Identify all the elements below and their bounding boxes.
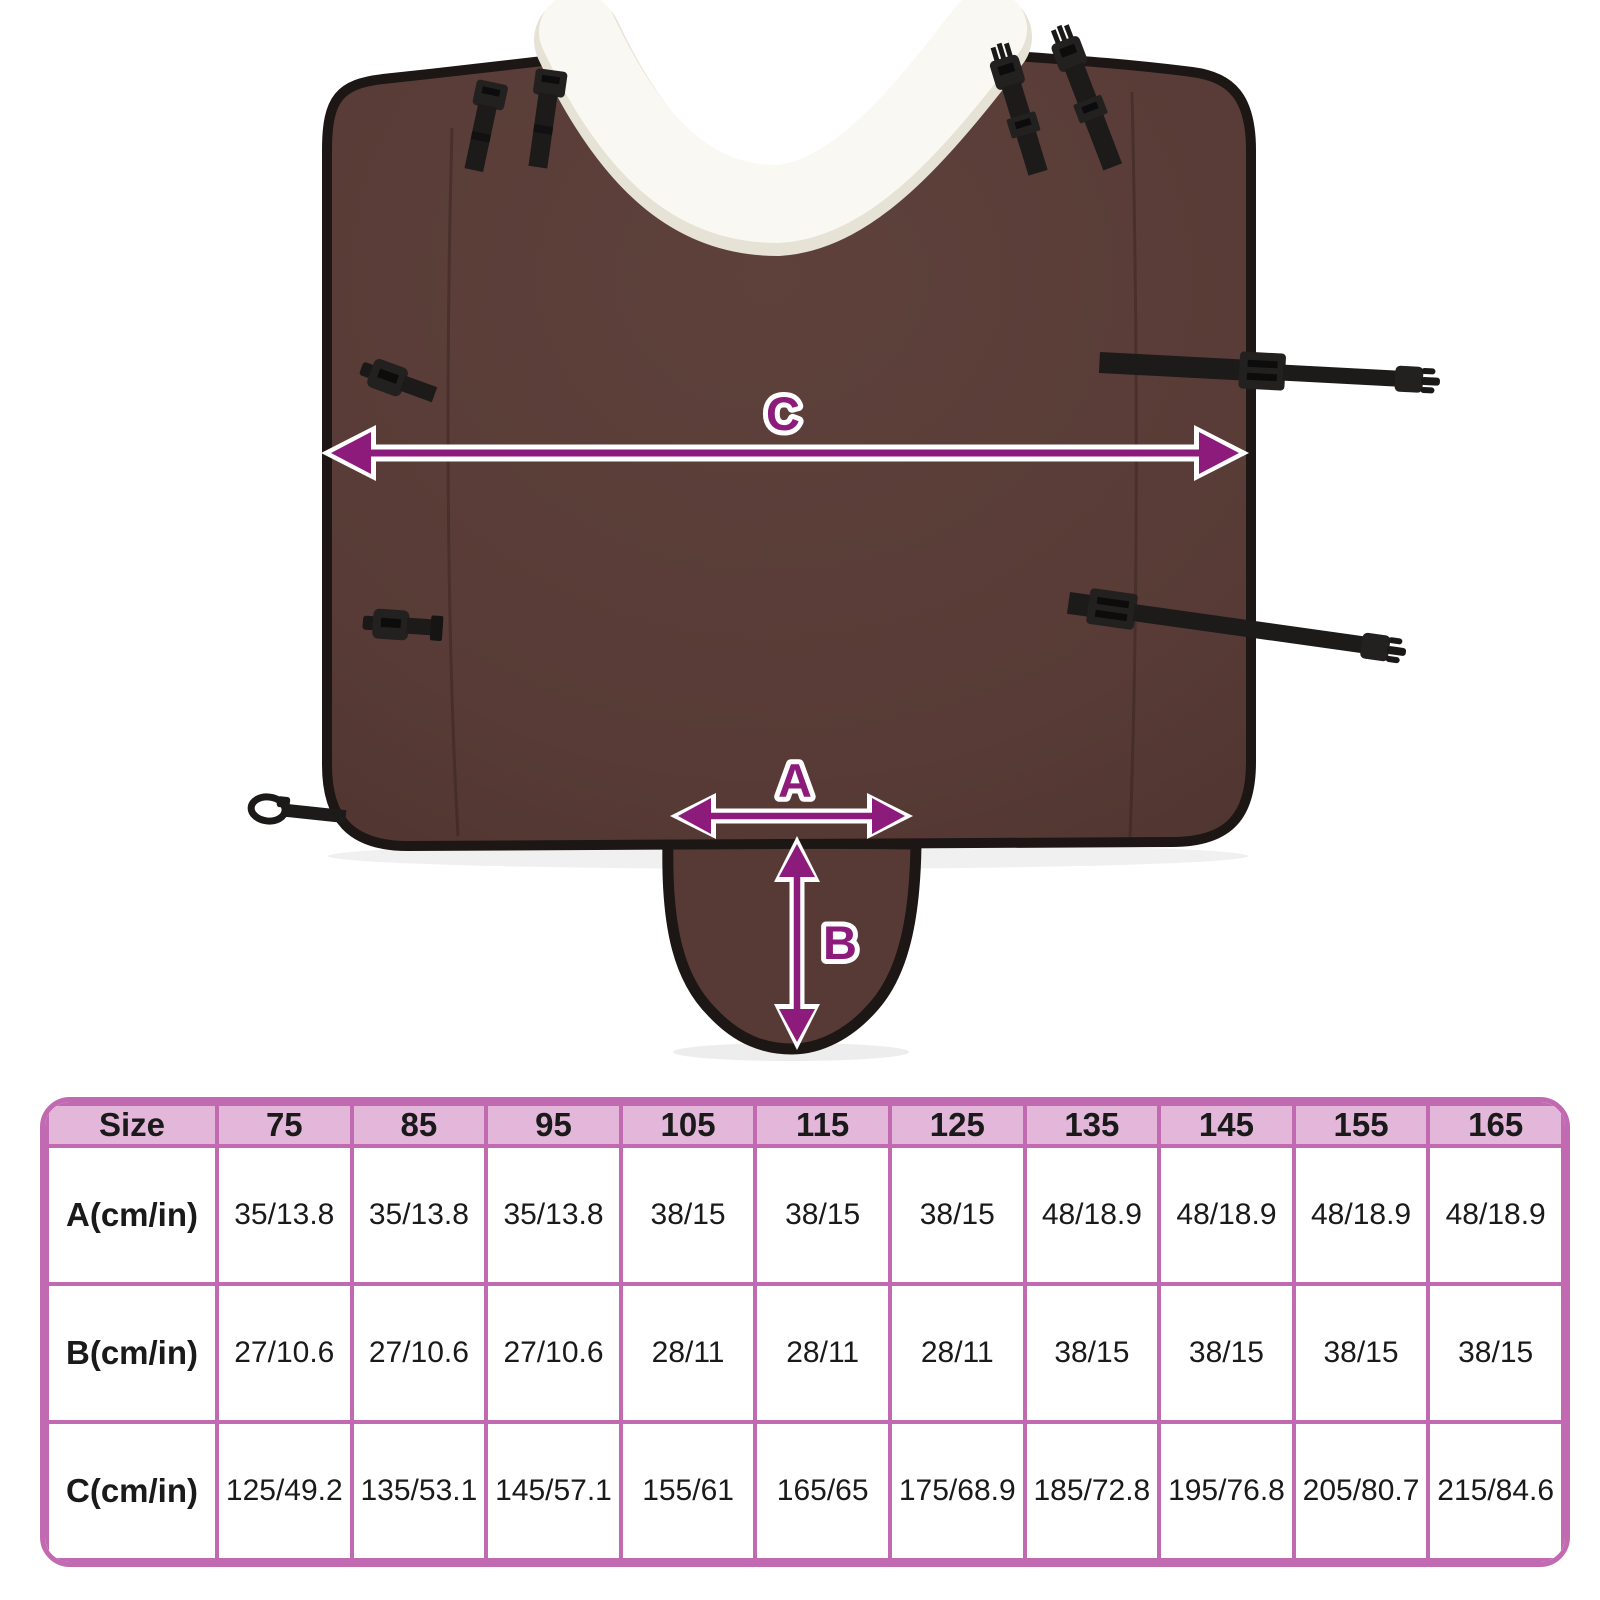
size-column-header: 75	[215, 1102, 354, 1148]
size-column-header: 145	[1157, 1102, 1296, 1148]
measurement-cell: 28/11	[887, 1282, 1027, 1424]
row-label-b: B(cm/in)	[45, 1282, 219, 1424]
measurement-cell: 27/10.6	[349, 1282, 489, 1424]
measurement-cell: 38/15	[1157, 1282, 1296, 1424]
dimension-label-a: A	[778, 754, 812, 807]
measurement-cell: 175/68.9	[887, 1420, 1027, 1562]
right-side-strap-lower	[1066, 588, 1407, 664]
size-column-header: 155	[1291, 1102, 1431, 1148]
measurement-cell: 28/11	[753, 1282, 892, 1424]
table-row-a: A(cm/in) 35/13.8 35/13.8 35/13.8 38/15 3…	[45, 1144, 1565, 1286]
row-label-a: A(cm/in)	[45, 1144, 219, 1286]
measurement-cell: 35/13.8	[484, 1144, 623, 1286]
right-side-strap-upper	[1098, 351, 1440, 394]
measurement-cell: 38/15	[618, 1144, 758, 1286]
fleece-collar	[534, 0, 1032, 257]
size-header-row: Size 75 85 95 105 115 125 135 145 155 16…	[45, 1102, 1565, 1148]
left-side-buckle-upper	[359, 359, 438, 403]
left-seam	[446, 127, 460, 837]
size-column-header: 105	[618, 1102, 758, 1148]
measurement-cell: 205/80.7	[1291, 1420, 1431, 1562]
measurement-cell: 145/57.1	[484, 1420, 623, 1562]
top-right-buckle-strap-1	[989, 42, 1048, 176]
measurement-cell: 48/18.9	[1291, 1144, 1431, 1286]
right-seam	[1128, 91, 1138, 839]
size-column-header: 85	[349, 1102, 489, 1148]
measurement-cell: 38/15	[887, 1144, 1027, 1286]
size-column-header: 95	[484, 1102, 623, 1148]
table-row-b: B(cm/in) 27/10.6 27/10.6 27/10.6 28/11 2…	[45, 1282, 1565, 1424]
measurement-cell: 48/18.9	[1157, 1144, 1296, 1286]
measurement-cell: 165/65	[753, 1420, 892, 1562]
dimension-label-c: C	[766, 387, 800, 440]
table-row-c: C(cm/in) 125/49.2 135/53.1 145/57.1 155/…	[45, 1420, 1565, 1562]
dimension-arrow-b	[774, 836, 820, 1050]
measurement-cell: 195/76.8	[1157, 1420, 1296, 1562]
top-left-buckle-strap-2	[528, 68, 568, 169]
measurement-cell: 48/18.9	[1426, 1144, 1565, 1286]
measurement-cell: 38/15	[1291, 1282, 1431, 1424]
measurement-cell: 135/53.1	[349, 1420, 489, 1562]
size-table-grid: Size 75 85 95 105 115 125 135 145 155 16…	[45, 1102, 1565, 1562]
measurement-cell: 185/72.8	[1022, 1420, 1162, 1562]
size-column-header: 135	[1022, 1102, 1162, 1148]
top-left-buckle-strap-1	[464, 79, 508, 173]
measurement-cell: 27/10.6	[484, 1282, 623, 1424]
measurement-cell: 38/15	[1426, 1282, 1565, 1424]
measurement-cell: 155/61	[618, 1420, 758, 1562]
size-column-header: 115	[753, 1102, 892, 1148]
measurement-cell: 35/13.8	[349, 1144, 489, 1286]
size-corner-header: Size	[45, 1102, 219, 1148]
top-right-buckle-strap-2	[1050, 24, 1123, 171]
size-column-header: 165	[1426, 1102, 1565, 1148]
measurement-cell: 35/13.8	[215, 1144, 354, 1286]
dimension-arrow-c	[321, 425, 1249, 481]
left-side-buckle-lower	[362, 608, 444, 641]
measurement-cell: 215/84.6	[1426, 1420, 1565, 1562]
measurement-cell: 38/15	[1022, 1282, 1162, 1424]
dimension-arrow-a	[670, 793, 913, 839]
dimension-label-b: B	[823, 916, 857, 969]
measurement-cell: 125/49.2	[215, 1420, 354, 1562]
measurement-cell: 48/18.9	[1022, 1144, 1162, 1286]
size-table: Size 75 85 95 105 115 125 135 145 155 16…	[40, 1097, 1570, 1567]
measurement-cell: 27/10.6	[215, 1282, 354, 1424]
measurement-cell: 28/11	[618, 1282, 758, 1424]
row-label-c: C(cm/in)	[45, 1420, 219, 1562]
measurement-cell: 38/15	[753, 1144, 892, 1286]
size-column-header: 125	[887, 1102, 1027, 1148]
snap-hook-strap	[247, 793, 347, 825]
horse-blanket-diagram: C A B	[247, 0, 1440, 1061]
